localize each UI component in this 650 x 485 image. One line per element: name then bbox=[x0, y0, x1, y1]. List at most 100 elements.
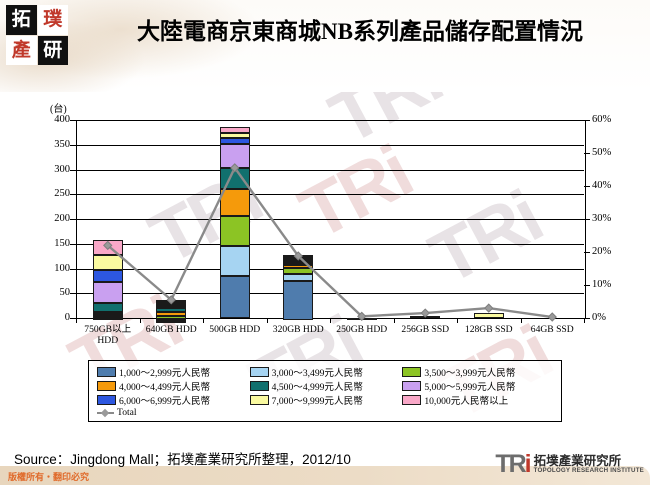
logo-char-1: 拓 bbox=[6, 5, 37, 35]
y2-axis-tickmark bbox=[584, 285, 590, 286]
x-axis-tickmark bbox=[457, 318, 458, 323]
bar-segment[interactable] bbox=[283, 263, 314, 266]
logo-char-4: 研 bbox=[37, 35, 68, 65]
y-axis-tickmark bbox=[70, 144, 76, 146]
x-axis-tick-label: 750GB以上 HDD bbox=[84, 324, 132, 347]
legend-item: 4,000～4,499元人民幣 bbox=[97, 379, 250, 393]
bar-segment[interactable] bbox=[92, 302, 123, 312]
legend-label-total: Total bbox=[117, 407, 137, 418]
x-axis-tickmark bbox=[139, 318, 141, 323]
legend-item: 1,000～2,999元人民幣 bbox=[97, 365, 250, 379]
legend-label: 1,000～2,999元人民幣 bbox=[119, 367, 211, 379]
legend-label: 4,500～4,999元人民幣 bbox=[271, 381, 363, 393]
y-axis-tickmark bbox=[70, 268, 76, 270]
y-axis-tick-label: 200 bbox=[54, 213, 70, 224]
legend-color-swatch bbox=[97, 394, 116, 405]
bar-segment[interactable] bbox=[219, 246, 250, 276]
legend-color-swatch bbox=[97, 380, 116, 391]
y-axis-tick-label: 50 bbox=[59, 287, 71, 299]
stacked-bar[interactable] bbox=[473, 313, 504, 318]
gridline bbox=[76, 169, 584, 171]
tri-brand-cn: 拓墣產業研究所 bbox=[533, 453, 622, 468]
y2-axis-tickmark bbox=[584, 120, 590, 121]
legend-color-swatch bbox=[249, 366, 269, 377]
bar-segment[interactable] bbox=[283, 280, 314, 320]
legend-color-swatch bbox=[402, 366, 422, 377]
y2-axis-tickmark bbox=[584, 252, 590, 253]
bar-segment[interactable] bbox=[219, 275, 250, 318]
x-axis-tickmark bbox=[330, 318, 331, 323]
stacked-bar[interactable] bbox=[219, 127, 250, 318]
legend-items-grid: 1,000～2,999元人民幣 3,000～3,499元人民幣 3,500～3,99… bbox=[89, 364, 561, 407]
x-axis-tickmark bbox=[520, 318, 522, 323]
gridline bbox=[76, 120, 584, 121]
x-axis-tick-label: 128GB SSD bbox=[464, 324, 513, 335]
bar-segment[interactable] bbox=[219, 127, 250, 133]
x-axis-tickmark bbox=[203, 318, 204, 323]
gridline bbox=[76, 144, 584, 146]
page-header: 拓 璞 產 研 大陸電商京東商城NB系列產品儲存配置情況 bbox=[0, 0, 650, 92]
bar-segment[interactable] bbox=[156, 305, 187, 308]
y-axis-tick-label: 400 bbox=[54, 114, 70, 125]
total-line-marker bbox=[103, 240, 113, 251]
bar-segment[interactable] bbox=[283, 265, 314, 268]
y-axis-tickmark bbox=[70, 243, 76, 245]
legend-item-total: Total bbox=[89, 406, 561, 419]
legend-item: 3,500～3,999元人民幣 bbox=[402, 365, 555, 379]
logo-char-2: 璞 bbox=[37, 5, 68, 35]
bar-segment[interactable] bbox=[156, 312, 187, 317]
y2-axis-tick-label: 0% bbox=[592, 312, 606, 323]
x-axis-tick-label: 500GB HDD bbox=[209, 324, 261, 335]
total-line-marker bbox=[166, 295, 176, 305]
total-line-swatch-icon bbox=[97, 411, 114, 414]
plot-area bbox=[76, 120, 586, 319]
bar-segment[interactable] bbox=[473, 313, 504, 318]
header-background bbox=[0, 0, 650, 92]
x-axis-tickmark bbox=[76, 318, 77, 323]
legend-label: 6,000～6,999元人民幣 bbox=[119, 395, 211, 407]
gridline bbox=[76, 219, 584, 220]
y-axis-tickmark bbox=[70, 293, 76, 295]
bar-segment[interactable] bbox=[156, 321, 187, 324]
x-axis-tick-label: 64GB SSD bbox=[530, 324, 574, 335]
y-axis-unit-label: (台) bbox=[50, 104, 67, 115]
legend-color-swatch bbox=[249, 380, 269, 391]
bar-segment[interactable] bbox=[283, 274, 314, 281]
tri-brand-en: TOPOLOGY RESEARCH INSTITUTE bbox=[533, 466, 644, 474]
x-axis-tick-label: 320GB HDD bbox=[272, 324, 324, 335]
bar-segment[interactable] bbox=[219, 132, 250, 138]
tri-logo-icon: 拓 璞 產 研 bbox=[6, 5, 68, 65]
bar-segment[interactable] bbox=[283, 261, 314, 264]
bar-group[interactable] bbox=[267, 120, 331, 320]
bar-segment[interactable] bbox=[92, 318, 123, 321]
bar-segment[interactable] bbox=[156, 316, 187, 320]
chart-legend: 1,000～2,999元人民幣 3,000～3,499元人民幣 3,500～3,99… bbox=[88, 360, 562, 422]
bar-group[interactable] bbox=[203, 120, 267, 318]
legend-label: 3,500～3,999元人民幣 bbox=[424, 367, 516, 379]
legend-color-swatch bbox=[402, 380, 422, 391]
bar-segment[interactable] bbox=[92, 255, 123, 270]
bar-group[interactable] bbox=[457, 120, 521, 318]
bar-segment[interactable] bbox=[92, 311, 123, 315]
bar-segment[interactable] bbox=[156, 319, 187, 322]
y-axis-tick-label: 300 bbox=[54, 163, 70, 175]
y-axis-tick-label: 150 bbox=[54, 237, 70, 249]
total-line-marker bbox=[293, 251, 303, 261]
gridline bbox=[76, 268, 584, 270]
bar-segment[interactable] bbox=[92, 269, 123, 282]
source-note: Source：Jingdong Mall；拓墣產業研究所整理，2012/10 bbox=[14, 452, 351, 467]
legend-item: 7,000～9,999元人民幣 bbox=[249, 393, 403, 407]
bar-segment[interactable] bbox=[156, 307, 187, 313]
bar-segment[interactable] bbox=[92, 281, 123, 303]
bar-segment[interactable] bbox=[219, 137, 250, 144]
legend-item: 10,000元人民幣以上 bbox=[402, 393, 555, 407]
stacked-bar[interactable] bbox=[283, 254, 314, 320]
bar-segment[interactable] bbox=[219, 188, 250, 216]
y-axis-tickmark bbox=[70, 219, 76, 220]
bar-segment[interactable] bbox=[92, 316, 123, 319]
y-axis-tick-label: 100 bbox=[54, 262, 70, 274]
bar-segment[interactable] bbox=[92, 314, 123, 317]
y-axis-tickmark bbox=[70, 169, 76, 171]
bar-segment[interactable] bbox=[219, 215, 250, 247]
legend-label: 3,000～3,499元人民幣 bbox=[271, 367, 363, 379]
